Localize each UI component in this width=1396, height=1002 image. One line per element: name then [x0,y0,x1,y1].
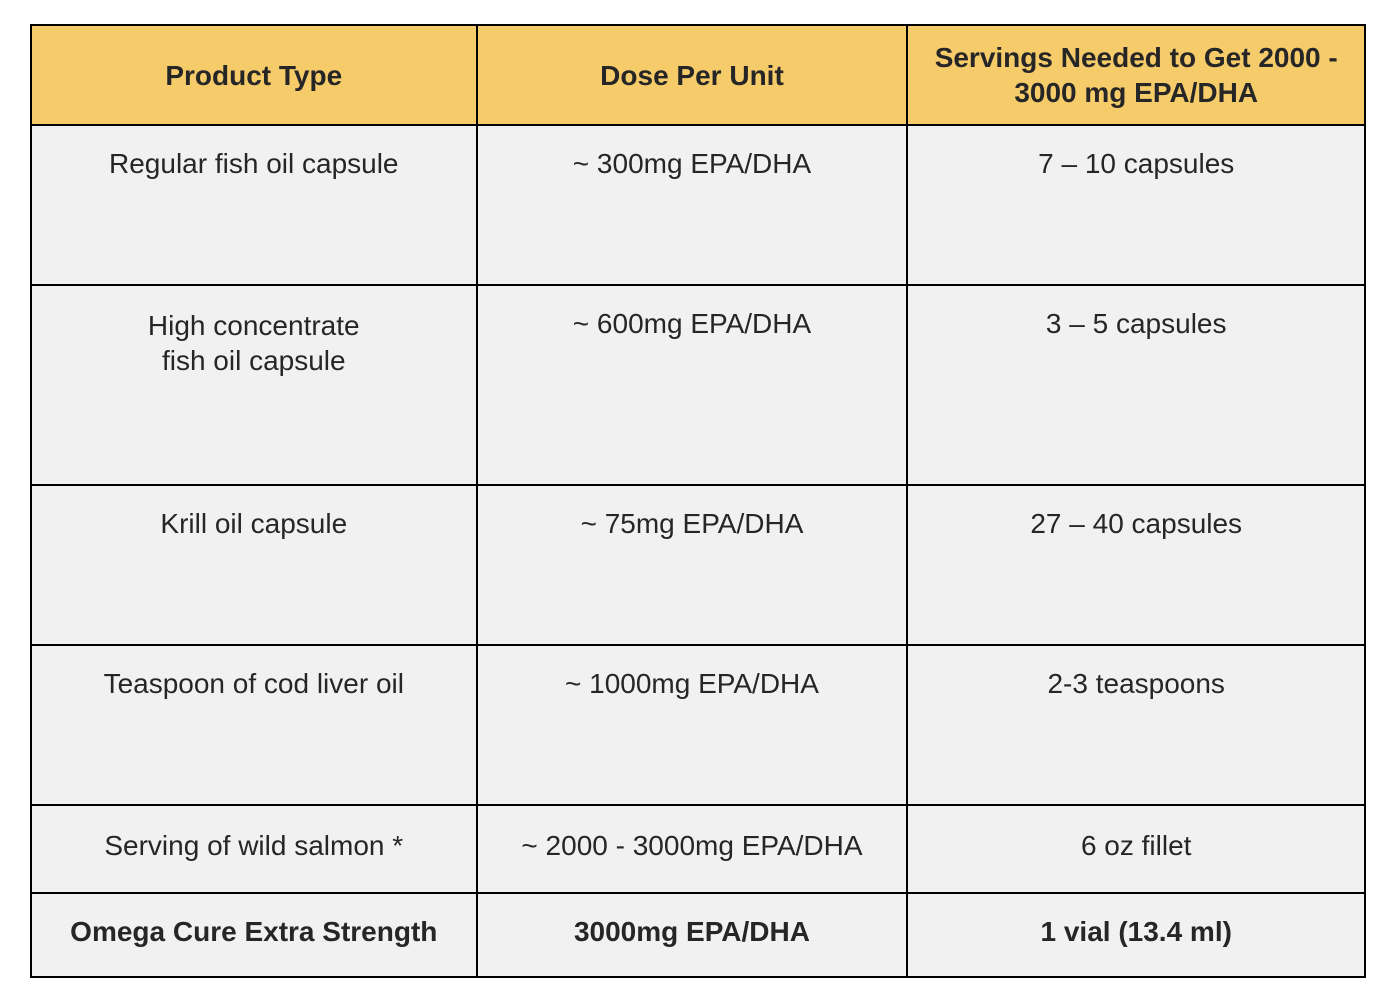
cell-servings: 2-3 teaspoons [907,645,1365,805]
cell-text-line1: High concentrate [148,310,360,341]
cell-product-type: Serving of wild salmon * [31,805,477,893]
cell-servings: 27 – 40 capsules [907,485,1365,645]
page: Product Type Dose Per Unit Servings Need… [0,0,1396,1002]
comparison-table: Product Type Dose Per Unit Servings Need… [30,24,1366,978]
cell-product-type: High concentrate fish oil capsule [31,285,477,485]
cell-text: Omega Cure Extra Strength [70,916,437,947]
table-row: Omega Cure Extra Strength 3000mg EPA/DHA… [31,893,1365,977]
cell-text: Regular fish oil capsule [109,148,399,179]
cell-dose: ~ 1000mg EPA/DHA [477,645,908,805]
cell-text: Krill oil capsule [160,508,347,539]
cell-product-type: Krill oil capsule [31,485,477,645]
cell-servings: 3 – 5 capsules [907,285,1365,485]
cell-product-type: Omega Cure Extra Strength [31,893,477,977]
cell-product-type: Regular fish oil capsule [31,125,477,285]
table-row: Teaspoon of cod liver oil ~ 1000mg EPA/D… [31,645,1365,805]
cell-text-line2: fish oil capsule [162,345,346,376]
col-header-servings-needed: Servings Needed to Get 2000 - 3000 mg EP… [907,25,1365,125]
cell-servings: 7 – 10 capsules [907,125,1365,285]
cell-servings: 6 oz fillet [907,805,1365,893]
cell-servings: 1 vial (13.4 ml) [907,893,1365,977]
col-header-dose-per-unit: Dose Per Unit [477,25,908,125]
table-row: Serving of wild salmon * ~ 2000 - 3000mg… [31,805,1365,893]
table-row: Krill oil capsule ~ 75mg EPA/DHA 27 – 40… [31,485,1365,645]
cell-product-type: Teaspoon of cod liver oil [31,645,477,805]
cell-dose: ~ 600mg EPA/DHA [477,285,908,485]
cell-dose: ~ 2000 - 3000mg EPA/DHA [477,805,908,893]
table-row: Regular fish oil capsule ~ 300mg EPA/DHA… [31,125,1365,285]
col-header-product-type: Product Type [31,25,477,125]
cell-text: Teaspoon of cod liver oil [104,668,404,699]
cell-dose: 3000mg EPA/DHA [477,893,908,977]
cell-dose: ~ 300mg EPA/DHA [477,125,908,285]
cell-dose: ~ 75mg EPA/DHA [477,485,908,645]
table-row: High concentrate fish oil capsule ~ 600m… [31,285,1365,485]
table-header-row: Product Type Dose Per Unit Servings Need… [31,25,1365,125]
cell-text: Serving of wild salmon * [104,830,403,861]
